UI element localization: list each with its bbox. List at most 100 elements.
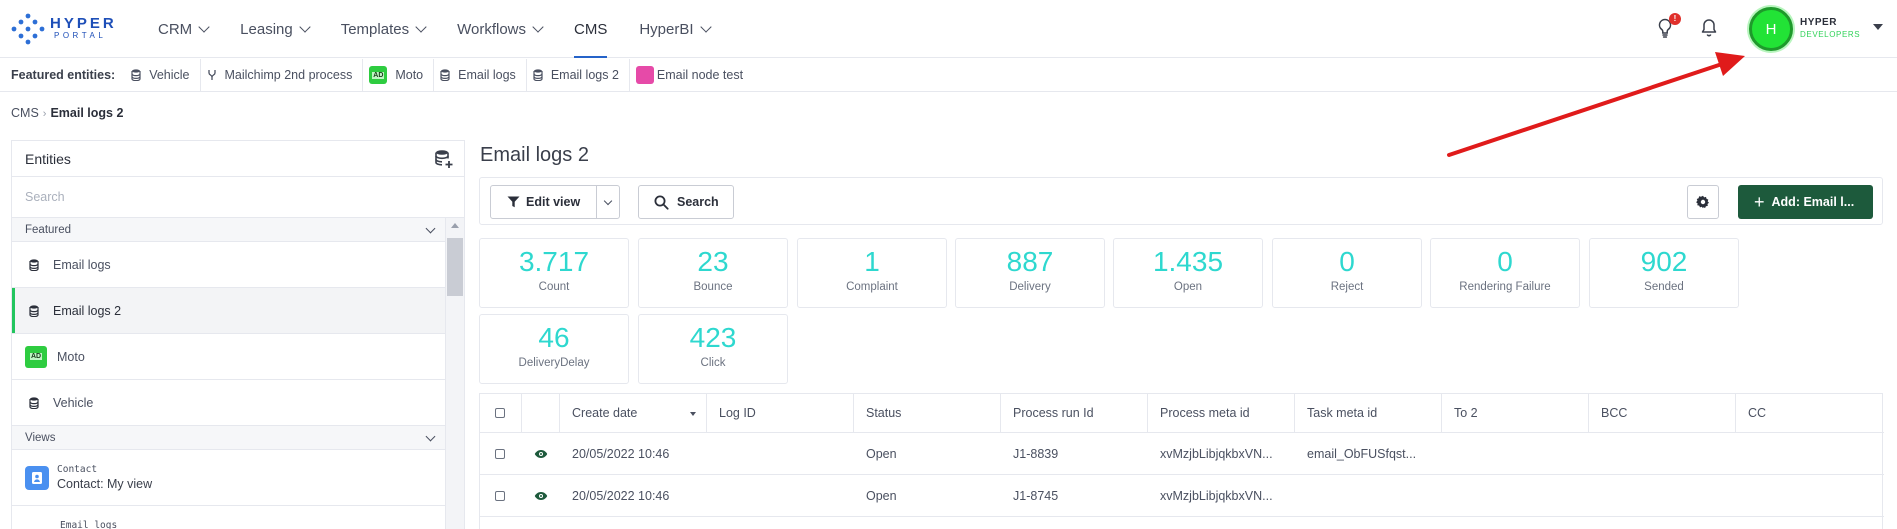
user-avatar[interactable]: H	[1749, 7, 1793, 51]
user-organization[interactable]: DEVELOPERS	[1800, 30, 1861, 39]
view-label: Contact: My view	[57, 477, 153, 491]
column-cc[interactable]: CC	[1736, 394, 1883, 432]
stat-value: 902	[1640, 246, 1688, 277]
featured-section-header[interactable]: Featured	[12, 218, 446, 242]
nav-hyperbi-label: HyperBI	[639, 20, 694, 38]
entity-item-email-logs-2[interactable]: Email logs 2	[12, 288, 446, 334]
view-item-email-logs[interactable]: Email logs	[12, 506, 446, 529]
view-record-eye-icon[interactable]	[522, 475, 560, 516]
sort-desc-icon[interactable]	[690, 412, 696, 416]
email-logs-table: Create date Log ID Status Process run Id…	[479, 393, 1884, 529]
search-button[interactable]: Search	[638, 185, 734, 219]
breadcrumb-cms-link[interactable]: CMS	[11, 106, 39, 120]
entities-scrollbar[interactable]	[445, 218, 464, 529]
edit-view-button[interactable]: Edit view	[490, 185, 620, 219]
stat-value: 423	[689, 322, 737, 353]
featured-entities-bar: Featured entities: Vehicle Mailchimp 2nd…	[0, 58, 1897, 92]
featured-vehicle[interactable]: Vehicle	[125, 58, 201, 92]
user-menu-caret-icon[interactable]	[1873, 24, 1883, 30]
stat-label: Click	[700, 357, 726, 369]
featured-section-label: Featured	[25, 223, 72, 236]
cell-status: Open	[866, 488, 897, 503]
view-record-eye-icon[interactable]	[522, 433, 560, 474]
entity-item-vehicle[interactable]: Vehicle	[12, 380, 446, 426]
user-name[interactable]: HYPER	[1800, 17, 1837, 28]
scrollbar-thumb[interactable]	[447, 238, 463, 296]
column-bcc[interactable]: BCC	[1589, 394, 1736, 432]
column-label: Process run Id	[1013, 406, 1094, 420]
add-database-icon[interactable]	[434, 149, 454, 172]
contact-card-icon	[25, 465, 49, 490]
bell-icon[interactable]	[1701, 18, 1721, 40]
entity-item-email-logs[interactable]: Email logs	[12, 242, 446, 288]
process-fork-icon	[207, 69, 217, 81]
cell-cc	[1736, 433, 1883, 474]
nav-workflows[interactable]: Workflows	[457, 0, 544, 58]
column-process-run-id[interactable]: Process run Id	[1001, 394, 1148, 432]
edit-view-main[interactable]: Edit view	[491, 186, 597, 218]
table-row[interactable]: 20/05/2022 10:46 Open J1-8839 xvMzjbLibj…	[480, 433, 1884, 475]
column-create-date[interactable]: Create date	[560, 394, 707, 432]
nav-hyperbi[interactable]: HyperBI	[639, 0, 712, 58]
featured-vehicle-label: Vehicle	[149, 68, 190, 82]
stat-value: 46	[538, 322, 570, 353]
featured-email-logs[interactable]: Email logs	[434, 58, 527, 92]
featured-mailchimp-process[interactable]: Mailchimp 2nd process	[201, 58, 364, 92]
featured-moto[interactable]: AD Moto	[363, 58, 435, 92]
featured-email-logs-2[interactable]: Email logs 2	[527, 58, 630, 92]
view-item-contact[interactable]: Contact Contact: My view	[12, 450, 446, 506]
nav-crm[interactable]: CRM	[158, 0, 210, 58]
scroll-up-arrow-icon[interactable]	[451, 223, 459, 228]
featured-email-node-test-label: Email node test	[656, 68, 744, 82]
column-label: Create date	[572, 406, 638, 420]
edit-view-dropdown[interactable]	[597, 196, 619, 205]
column-process-meta-id[interactable]: Process meta id	[1148, 394, 1295, 432]
views-section-header[interactable]: Views	[12, 426, 446, 450]
database-icon	[25, 396, 53, 409]
cell-to-2	[1442, 475, 1589, 516]
hyper-portal-logo[interactable]: HYPER PORTAL	[10, 13, 120, 45]
breadcrumb-separator: ›	[42, 108, 47, 120]
column-label: Process meta id	[1160, 406, 1250, 420]
column-status[interactable]: Status	[854, 394, 1001, 432]
row-checkbox[interactable]	[480, 433, 522, 474]
column-label: Status	[866, 406, 902, 420]
add-email-log-button[interactable]: + Add: Email l...	[1738, 185, 1873, 219]
entities-panel-header: Entities	[12, 141, 464, 177]
stat-card-count: 3.717 Count	[479, 238, 629, 308]
column-log-id[interactable]: Log ID	[707, 394, 854, 432]
checkbox-icon	[495, 448, 505, 459]
gear-icon	[1696, 195, 1709, 209]
nav-leasing[interactable]: Leasing	[240, 0, 311, 58]
select-all-checkbox[interactable]	[480, 394, 522, 432]
entity-item-moto[interactable]: AD Moto	[12, 334, 446, 380]
nav-templates[interactable]: Templates	[341, 0, 427, 58]
chevron-down-icon	[532, 20, 544, 33]
stat-card-bounce: 23 Bounce	[638, 238, 788, 308]
cell-bcc	[1589, 433, 1736, 474]
row-checkbox[interactable]	[480, 475, 522, 516]
database-icon	[25, 258, 53, 271]
stat-label: Open	[1173, 281, 1203, 293]
cell-create-date: 20/05/2022 10:46	[572, 488, 670, 503]
nav-crm-label: CRM	[158, 20, 193, 38]
featured-moto-label: Moto	[395, 68, 424, 82]
entities-list: Featured Email logs Email logs 2 AD Moto…	[12, 218, 446, 529]
featured-email-logs-2-label: Email logs 2	[550, 68, 619, 82]
logo-line-1: HYPER	[50, 15, 117, 32]
entity-item-label: Vehicle	[53, 395, 94, 410]
lightbulb-icon[interactable]: !	[1657, 13, 1681, 40]
entity-item-label: Moto	[57, 349, 85, 364]
stat-label: Complaint	[846, 281, 898, 293]
database-icon	[25, 304, 53, 317]
table-row[interactable]: 20/05/2022 10:46 Open J1-8745 xvMzjbLibj…	[480, 475, 1884, 517]
stat-value: 0	[1497, 246, 1513, 277]
featured-email-node-test[interactable]: Email node test	[630, 59, 753, 92]
column-task-meta-id[interactable]: Task meta id	[1295, 394, 1442, 432]
nav-cms[interactable]: CMS	[574, 0, 608, 58]
entities-search-input[interactable]: Search	[12, 177, 464, 218]
settings-button[interactable]	[1687, 185, 1719, 219]
stat-card-rendering-failure: 0 Rendering Failure	[1430, 238, 1580, 308]
column-label: To 2	[1454, 406, 1478, 420]
column-to-2[interactable]: To 2	[1442, 394, 1589, 432]
